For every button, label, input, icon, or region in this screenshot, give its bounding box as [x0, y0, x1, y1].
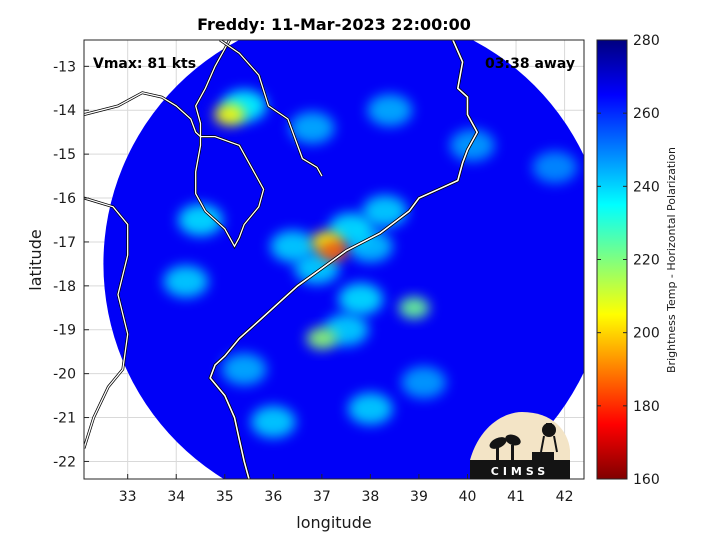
x-tick-label: 33 — [119, 489, 137, 505]
y-tick-label: -18 — [53, 279, 76, 295]
convection-cell — [294, 252, 340, 285]
colorbar-tick-label: 180 — [633, 399, 660, 415]
colorbar-tick-label: 160 — [633, 472, 660, 488]
x-axis-ticks: 33 34 35 36 37 38 39 40 41 42 — [119, 474, 574, 505]
convection-cell — [338, 283, 384, 316]
convection-cell — [348, 392, 393, 425]
y-tick-label: -16 — [53, 191, 76, 207]
convection-cell — [398, 296, 430, 319]
country-border — [219, 40, 323, 177]
vmax-annotation: Vmax: 81 kts — [93, 56, 196, 72]
colorbar-tick-label: 280 — [633, 33, 660, 49]
convection-cell — [214, 103, 246, 126]
y-tick-label: -20 — [53, 367, 76, 383]
y-tick-label: -17 — [53, 235, 76, 251]
y-tick-label: -13 — [53, 59, 76, 75]
y-tick-label: -21 — [53, 411, 76, 427]
time-away-annotation: 03:38 away — [485, 56, 575, 72]
y-tick-label: -15 — [53, 147, 76, 163]
convection-cell — [270, 230, 316, 263]
chart-title: Freddy: 11-Mar-2023 22:00:00 — [197, 15, 471, 34]
cimss-logo-text: CIMSS — [491, 465, 549, 478]
colorbar-tick-label: 260 — [633, 106, 660, 122]
x-tick-label: 38 — [361, 489, 379, 505]
x-tick-label: 36 — [264, 489, 282, 505]
convection-cell — [367, 94, 413, 127]
convection-cell — [163, 265, 209, 298]
y-tick-label: -19 — [53, 323, 76, 339]
colorbar-tick-label: 200 — [633, 326, 660, 342]
convection-cell — [221, 353, 267, 386]
x-axis-label: longitude — [296, 513, 371, 532]
x-tick-label: 35 — [216, 489, 234, 505]
convection-cell — [306, 327, 338, 350]
coastline — [209, 40, 479, 479]
convection-cell — [250, 405, 296, 438]
x-tick-label: 39 — [410, 489, 428, 505]
convection-cell — [178, 203, 223, 236]
y-tick-label: -22 — [53, 454, 76, 470]
cimss-logo: CIMSS — [470, 412, 570, 479]
axes-frame — [83, 39, 585, 480]
brightness-swath — [103, 40, 584, 479]
country-border — [84, 40, 265, 248]
convection-cell — [401, 366, 447, 399]
x-tick-label: 40 — [459, 489, 477, 505]
country-border — [84, 197, 129, 449]
x-tick-label: 42 — [556, 489, 574, 505]
x-tick-label: 34 — [167, 489, 185, 505]
colorbar-ticks: 280 260 240 220 200 180 160 — [597, 33, 660, 488]
map-outlines — [84, 40, 480, 479]
convection-cell — [289, 111, 335, 144]
convection-cell — [449, 129, 495, 162]
y-tick-label: -14 — [53, 103, 76, 119]
y-axis-ticks: -13 -14 -15 -16 -17 -18 -19 -20 -21 -22 — [53, 59, 89, 470]
colorbar-label: Brightness Temp - Horizontal Polarizatio… — [665, 147, 678, 373]
x-tick-label: 41 — [507, 489, 525, 505]
colorbar-tick-label: 240 — [633, 179, 660, 195]
colorbar-tick-label: 220 — [633, 253, 660, 269]
x-tick-label: 37 — [313, 489, 331, 505]
colorbar — [596, 39, 628, 480]
convection-cell — [532, 151, 578, 184]
y-axis-label: latitude — [26, 229, 45, 290]
